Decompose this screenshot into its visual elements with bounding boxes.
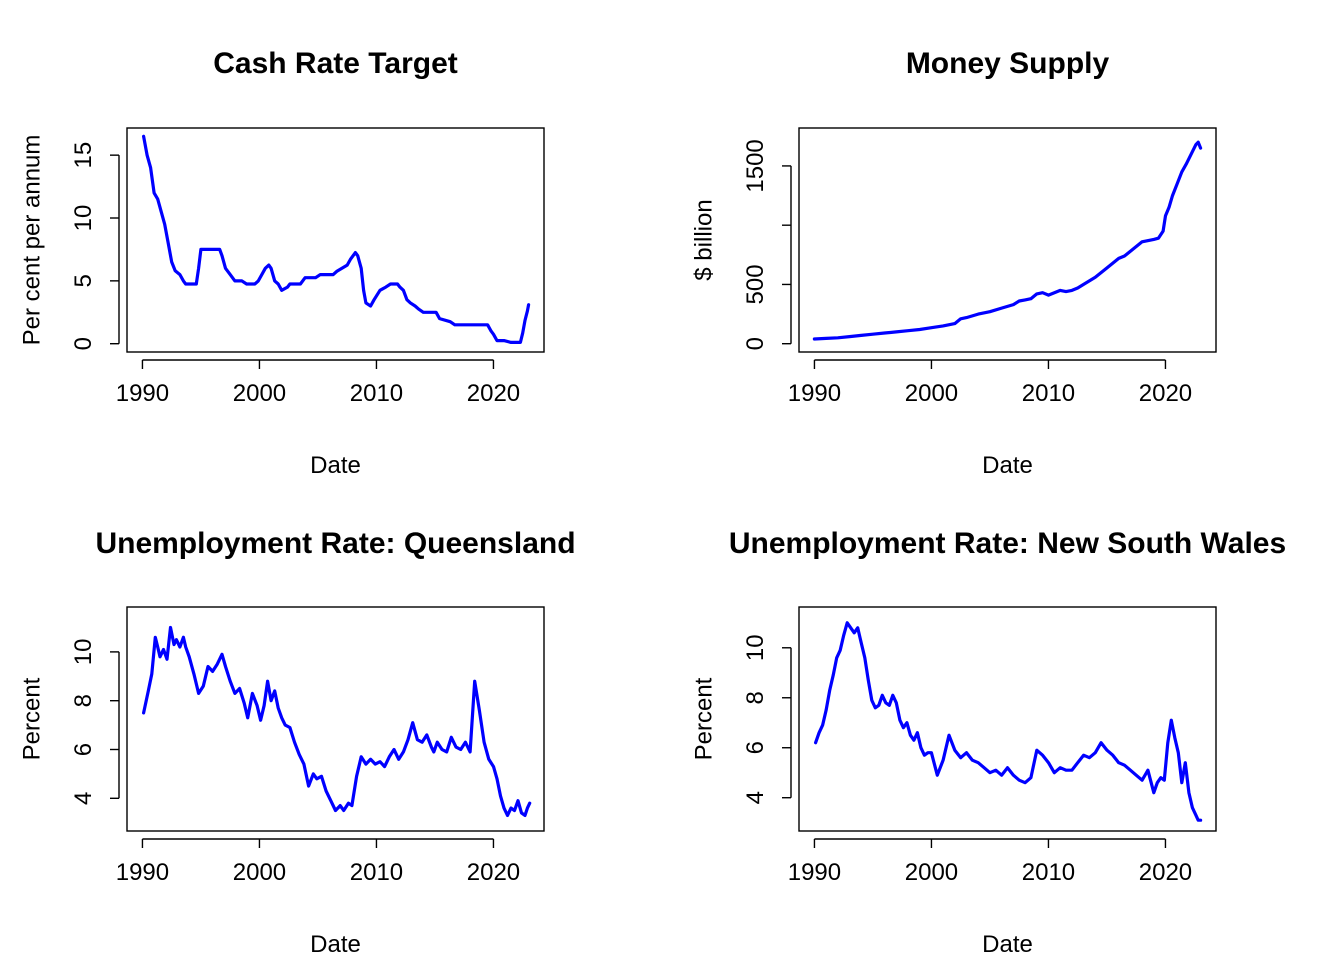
y-tick-label: 10 bbox=[70, 205, 97, 232]
x-tick-label: 2020 bbox=[1139, 380, 1192, 407]
chart-title: Money Supply bbox=[906, 47, 1110, 80]
y-axis-title: Percent bbox=[690, 677, 717, 760]
x-axis-title: Date bbox=[982, 931, 1033, 958]
chart-title: Cash Rate Target bbox=[213, 47, 458, 80]
chart-panel-1: Cash Rate Target 1990 2000 2010 2020 0 5 10 15 Da… bbox=[18, 47, 545, 479]
x-tick-label: 2000 bbox=[905, 380, 958, 407]
x-tick-label: 1990 bbox=[788, 859, 841, 886]
x-tick-label: 2000 bbox=[233, 859, 286, 886]
x-tick-label: 2000 bbox=[905, 859, 958, 886]
y-tick-label: 500 bbox=[742, 264, 769, 304]
y-tick-label: 1500 bbox=[742, 139, 769, 192]
chart-panel-4: Unemployment Rate: New South Wales 1990 20… bbox=[690, 527, 1286, 958]
y-axis-title: Per cent per annum bbox=[18, 135, 45, 346]
plot-box bbox=[798, 127, 1217, 353]
y-tick-label: 0 bbox=[742, 337, 769, 350]
plot-box bbox=[126, 606, 545, 832]
y-tick-label: 6 bbox=[70, 743, 97, 756]
x-tick-label: 2020 bbox=[467, 380, 520, 407]
x-tick-label: 2020 bbox=[1139, 859, 1192, 886]
y-axis-title: $ billion bbox=[690, 199, 717, 280]
x-tick-label: 1990 bbox=[116, 380, 169, 407]
x-axis-title: Date bbox=[310, 931, 361, 958]
x-tick-label: 1990 bbox=[116, 859, 169, 886]
y-tick-label: 0 bbox=[70, 337, 97, 350]
y-tick-label: 4 bbox=[70, 792, 97, 805]
y-tick-label: 5 bbox=[70, 274, 97, 287]
x-axis-title: Date bbox=[310, 452, 361, 479]
y-tick-label: 10 bbox=[742, 634, 769, 661]
x-tick-label: 2020 bbox=[467, 859, 520, 886]
chart-panel-3: Unemployment Rate: Queensland 1990 2000 201… bbox=[18, 527, 575, 958]
y-tick-label: 8 bbox=[742, 691, 769, 704]
chart-title: Unemployment Rate: Queensland bbox=[95, 527, 575, 560]
y-tick-label: 8 bbox=[70, 694, 97, 707]
y-tick-label: 6 bbox=[742, 741, 769, 754]
x-tick-label: 2010 bbox=[1022, 380, 1075, 407]
x-tick-label: 2010 bbox=[350, 859, 403, 886]
x-tick-label: 1990 bbox=[788, 380, 841, 407]
chart-panel-2: Money Supply 1990 2000 2010 2020 0 500 1500 Date… bbox=[690, 47, 1217, 479]
y-tick-label: 15 bbox=[70, 142, 97, 169]
series-line bbox=[142, 134, 531, 344]
series-line bbox=[812, 140, 1203, 341]
series-line bbox=[142, 625, 532, 818]
plot-box bbox=[126, 127, 545, 353]
x-tick-label: 2010 bbox=[350, 380, 403, 407]
y-tick-label: 10 bbox=[70, 639, 97, 666]
y-axis-title: Percent bbox=[18, 677, 45, 760]
x-axis-title: Date bbox=[982, 452, 1033, 479]
series-line bbox=[813, 621, 1203, 822]
x-tick-label: 2010 bbox=[1022, 859, 1075, 886]
x-tick-label: 2000 bbox=[233, 380, 286, 407]
plot-box bbox=[798, 606, 1217, 832]
y-tick-label: 4 bbox=[742, 791, 769, 804]
chart-title: Unemployment Rate: New South Wales bbox=[729, 527, 1286, 560]
